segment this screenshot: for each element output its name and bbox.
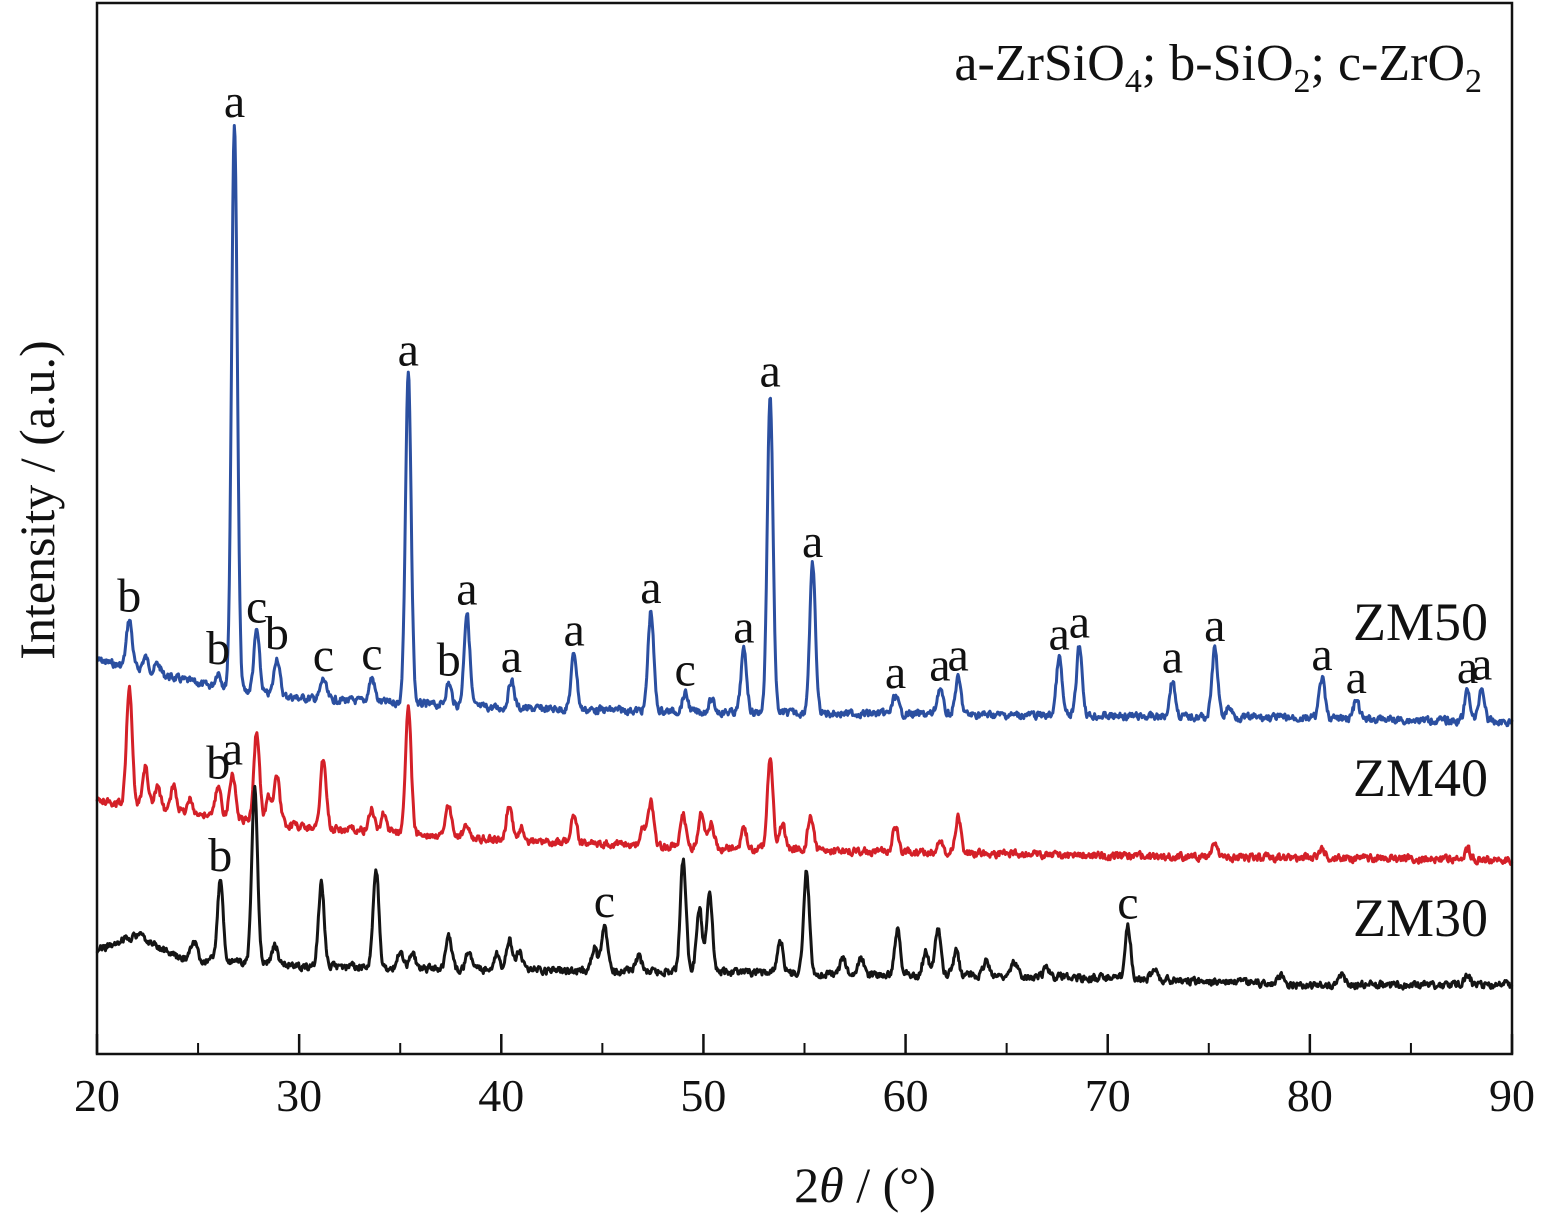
peak-label: a — [759, 345, 780, 398]
peak-label: b — [206, 622, 230, 675]
peak-label: a — [1471, 637, 1492, 690]
peak-label: c — [313, 629, 334, 682]
peak-label: a — [1311, 628, 1332, 681]
peak-label: a — [802, 515, 823, 568]
peak-label: a — [1162, 631, 1183, 684]
peak-label: a — [640, 561, 661, 614]
peak-label: c — [246, 581, 267, 634]
series-layer — [95, 124, 1514, 991]
peak-label: a — [1346, 651, 1367, 704]
x-tick-label: 50 — [680, 1070, 726, 1121]
peak-label: a — [885, 646, 906, 699]
peak-label: c — [675, 644, 696, 697]
peak-label: a — [1457, 641, 1478, 694]
peak-label: a — [456, 562, 477, 615]
x-axis: 20 30 40 50 60 70 80 90 — [74, 1034, 1535, 1121]
series-line-zm50 — [96, 124, 1514, 728]
x-tick-label: 20 — [74, 1070, 120, 1121]
y-axis-title: Intensity / (a.u.) — [9, 340, 65, 659]
peak-label: b — [437, 633, 461, 686]
x-tick-label: 60 — [883, 1070, 929, 1121]
x-tick-label: 80 — [1287, 1070, 1333, 1121]
peak-label: a — [1204, 599, 1225, 652]
peak-label: b — [208, 829, 232, 882]
x-tick-label: 40 — [478, 1070, 524, 1121]
peak-label: a — [563, 603, 584, 656]
peak-label: a — [398, 323, 419, 376]
peak-label: c — [361, 628, 382, 681]
peak-label: a — [1069, 596, 1090, 649]
x-axis-title: 2θ / (°) — [794, 1157, 936, 1213]
peak-label: a — [1049, 608, 1070, 661]
series-name-label: ZM30 — [1353, 888, 1488, 948]
x-tick-label: 30 — [276, 1070, 322, 1121]
x-tick-label: 90 — [1489, 1070, 1535, 1121]
peak-label: a — [222, 722, 243, 775]
peak-label: b — [265, 607, 289, 660]
series-line-zm30 — [95, 784, 1514, 991]
x-tick-label: 70 — [1085, 1070, 1131, 1121]
series-line-zm40 — [95, 684, 1514, 866]
peak-label: c — [1117, 877, 1138, 930]
peak-label: b — [117, 570, 141, 623]
peak-label: a — [733, 600, 754, 653]
peak-label: a — [501, 630, 522, 683]
series-name-label: ZM40 — [1353, 748, 1488, 808]
peak-label: a — [929, 638, 950, 691]
phase-legend: a-ZrSiO4; b-SiO2; c-ZrO2 — [954, 35, 1482, 100]
peak-label: c — [594, 875, 615, 928]
peak-label: b — [206, 737, 230, 790]
peak-label: a — [224, 75, 245, 128]
series-name-label: ZM50 — [1353, 592, 1488, 652]
peak-label: a — [947, 629, 968, 682]
